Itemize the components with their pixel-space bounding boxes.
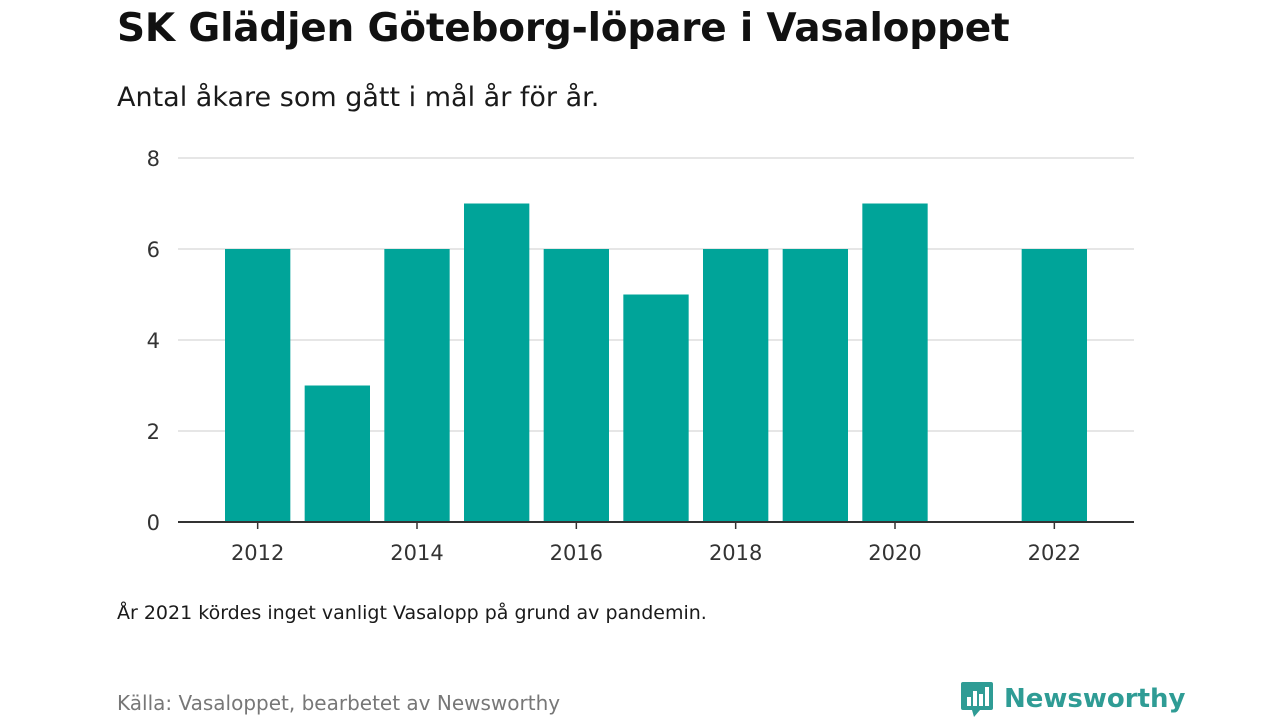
x-tick-label-2022: 2022	[1028, 541, 1081, 565]
y-tick-label-8: 8	[147, 147, 160, 171]
y-tick-label-2: 2	[147, 420, 160, 444]
bar-2015	[464, 203, 530, 522]
bar-2018	[703, 249, 769, 522]
x-tick-label-2016: 2016	[550, 541, 603, 565]
y-tick-label-0: 0	[147, 511, 160, 535]
bar-2020	[862, 203, 928, 522]
bar-2016	[543, 249, 609, 522]
footnote: År 2021 kördes inget vanligt Vasalopp på…	[117, 602, 707, 624]
y-axis-ticks: 0 2 4 6 8	[147, 147, 160, 535]
chart-bubble-icon	[961, 682, 993, 717]
bar-2017	[623, 294, 689, 522]
y-tick-label-4: 4	[147, 329, 160, 353]
bars	[225, 203, 1087, 522]
brand-name: Newsworthy	[1004, 684, 1186, 714]
bar-2022	[1021, 249, 1087, 522]
bar-2013	[304, 385, 370, 522]
x-tick-label-2012: 2012	[231, 541, 284, 565]
x-tick-label-2014: 2014	[390, 541, 443, 565]
bar-2019	[782, 249, 848, 522]
x-tick-label-2020: 2020	[868, 541, 921, 565]
y-tick-label-6: 6	[147, 238, 160, 262]
bar-chart: 0 2 4 6 8 2012 2014 2016 2018 2020 2022	[147, 147, 1134, 565]
chart-title: SK Glädjen Göteborg-löpare i Vasaloppet	[117, 6, 1010, 51]
x-axis-ticks: 2012 2014 2016 2018 2020 2022	[231, 522, 1081, 565]
x-tick-label-2018: 2018	[709, 541, 762, 565]
source-text: Källa: Vasaloppet, bearbetet av Newswort…	[117, 691, 561, 715]
bar-2014	[384, 249, 450, 522]
bar-2012	[225, 249, 291, 522]
chart-subtitle: Antal åkare som gått i mål år för år.	[117, 82, 600, 113]
brand-logo: Newsworthy	[960, 680, 1185, 718]
